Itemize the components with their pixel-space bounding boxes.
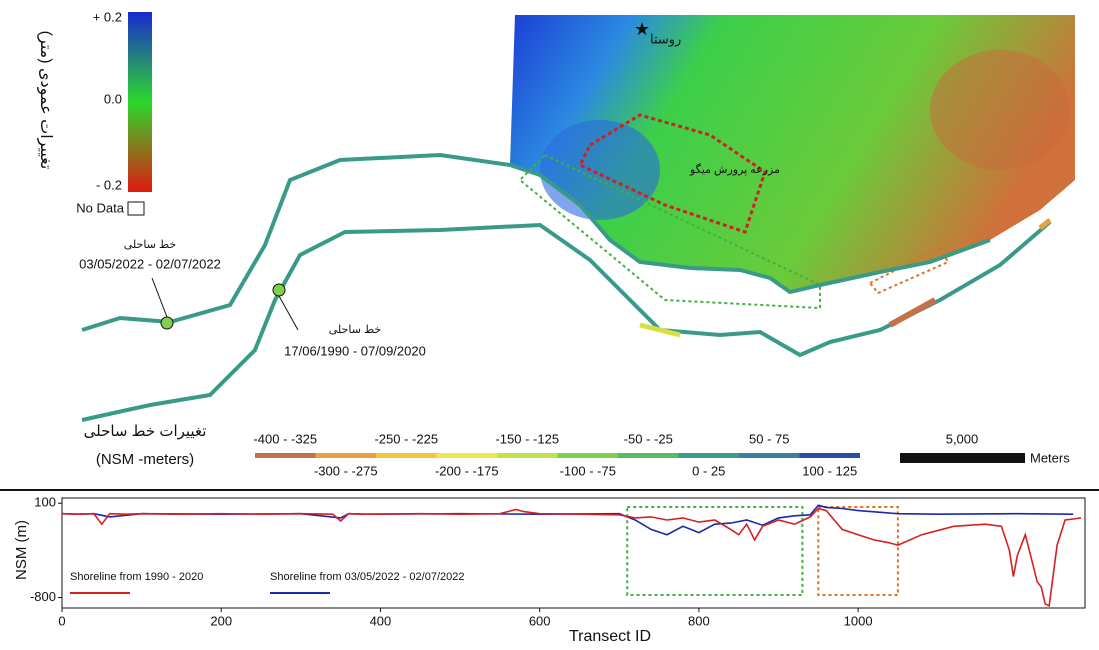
study-box-orange [868,246,950,295]
class-swatch [436,453,497,458]
class-label: -250 - -225 [374,431,438,446]
shoreline-marker [160,316,174,330]
class-swatch [678,453,739,458]
leader-line [278,295,299,331]
y-tick-label: -800 [30,589,56,604]
colorbar-label: + 0.2 [93,9,122,24]
scale-bar [900,453,1025,463]
class-label: -100 - -75 [560,463,616,478]
series-line [61,504,1074,536]
shoreline-label: خط ساحلی [124,239,176,251]
x-tick-label: 200 [210,613,232,628]
scale-value: 5,000 [946,431,979,446]
shoreline-change-segment [1038,218,1052,230]
farm-label: مزرعه پرورش میگو [689,163,780,176]
legend-title: تغییرات خط ساحلی [84,423,207,440]
shoreline-1990-2020 [81,220,1052,422]
shoreline-dates: 17/06/1990 - 07/09/2020 [284,343,426,358]
colorbar-label: - 0.2 [96,177,122,192]
class-label: 50 - 75 [749,431,789,446]
colorbar-label: 0.0 [104,91,122,106]
x-tick-label: 800 [688,613,710,628]
shoreline-dates: 03/05/2022 - 02/07/2022 [79,256,221,271]
legend-label: Shoreline from 1990 - 2020 [70,571,203,583]
class-label: -200 - -175 [435,463,499,478]
class-label: -50 - -25 [624,431,673,446]
class-label: 100 - 125 [802,463,857,478]
raster-patch [540,120,660,220]
village-star: ★ [634,19,650,39]
colorbar [128,12,152,192]
shoreline-change-segment [888,297,937,328]
class-swatch [315,453,376,458]
legend-unit: (NSM -meters) [96,451,194,468]
class-swatch [799,453,860,458]
class-swatch [255,453,316,458]
class-swatch [557,453,618,458]
village-label: روستا [650,31,681,47]
y-tick-label: 100 [34,495,56,510]
nodata-swatch [127,201,145,216]
class-legend: -400 - -325 -300 - -275 -250 - -225 -200 - … [253,431,860,478]
plot-frame [61,497,1086,609]
class-swatch [618,453,679,458]
x-tick-label: 0 [58,613,65,628]
raster-patch [930,50,1070,170]
x-tick-label: 1000 [844,613,873,628]
x-axis-title: Transect ID [569,628,651,645]
x-tick-label: 600 [529,613,551,628]
shoreline-2022 [81,152,991,332]
highlight-box-orange [817,506,899,596]
legend-label: Shoreline from 03/05/2022 - 02/07/2022 [270,571,464,583]
scale-unit: Meters [1030,450,1070,465]
class-swatch [376,453,437,458]
shoreline-label: خط ساحلی [329,324,381,336]
series-line [61,507,1082,608]
leader-line [151,277,168,318]
y-axis-title: NSM (m) [13,520,30,580]
nsm-chart: NSM (m) Transect ID 0 200 400 600 800 1000 100… [13,495,1086,645]
shoreline-change-segment [639,322,681,338]
elevation-raster [510,15,1075,292]
farm-outline [577,113,767,234]
study-box-green [518,153,821,310]
shoreline-marker [272,283,286,297]
class-swatch [497,453,558,458]
nodata-label: No Data [76,200,124,215]
x-tick-label: 400 [370,613,392,628]
colorbar-title: تغییرات عمودی (متر) [36,31,54,170]
class-label: -150 - -125 [495,431,559,446]
class-label: -400 - -325 [253,431,317,446]
highlight-box-green [626,506,804,596]
class-label: -300 - -275 [314,463,378,478]
class-label: 0 - 25 [692,463,725,478]
class-swatch [739,453,800,458]
